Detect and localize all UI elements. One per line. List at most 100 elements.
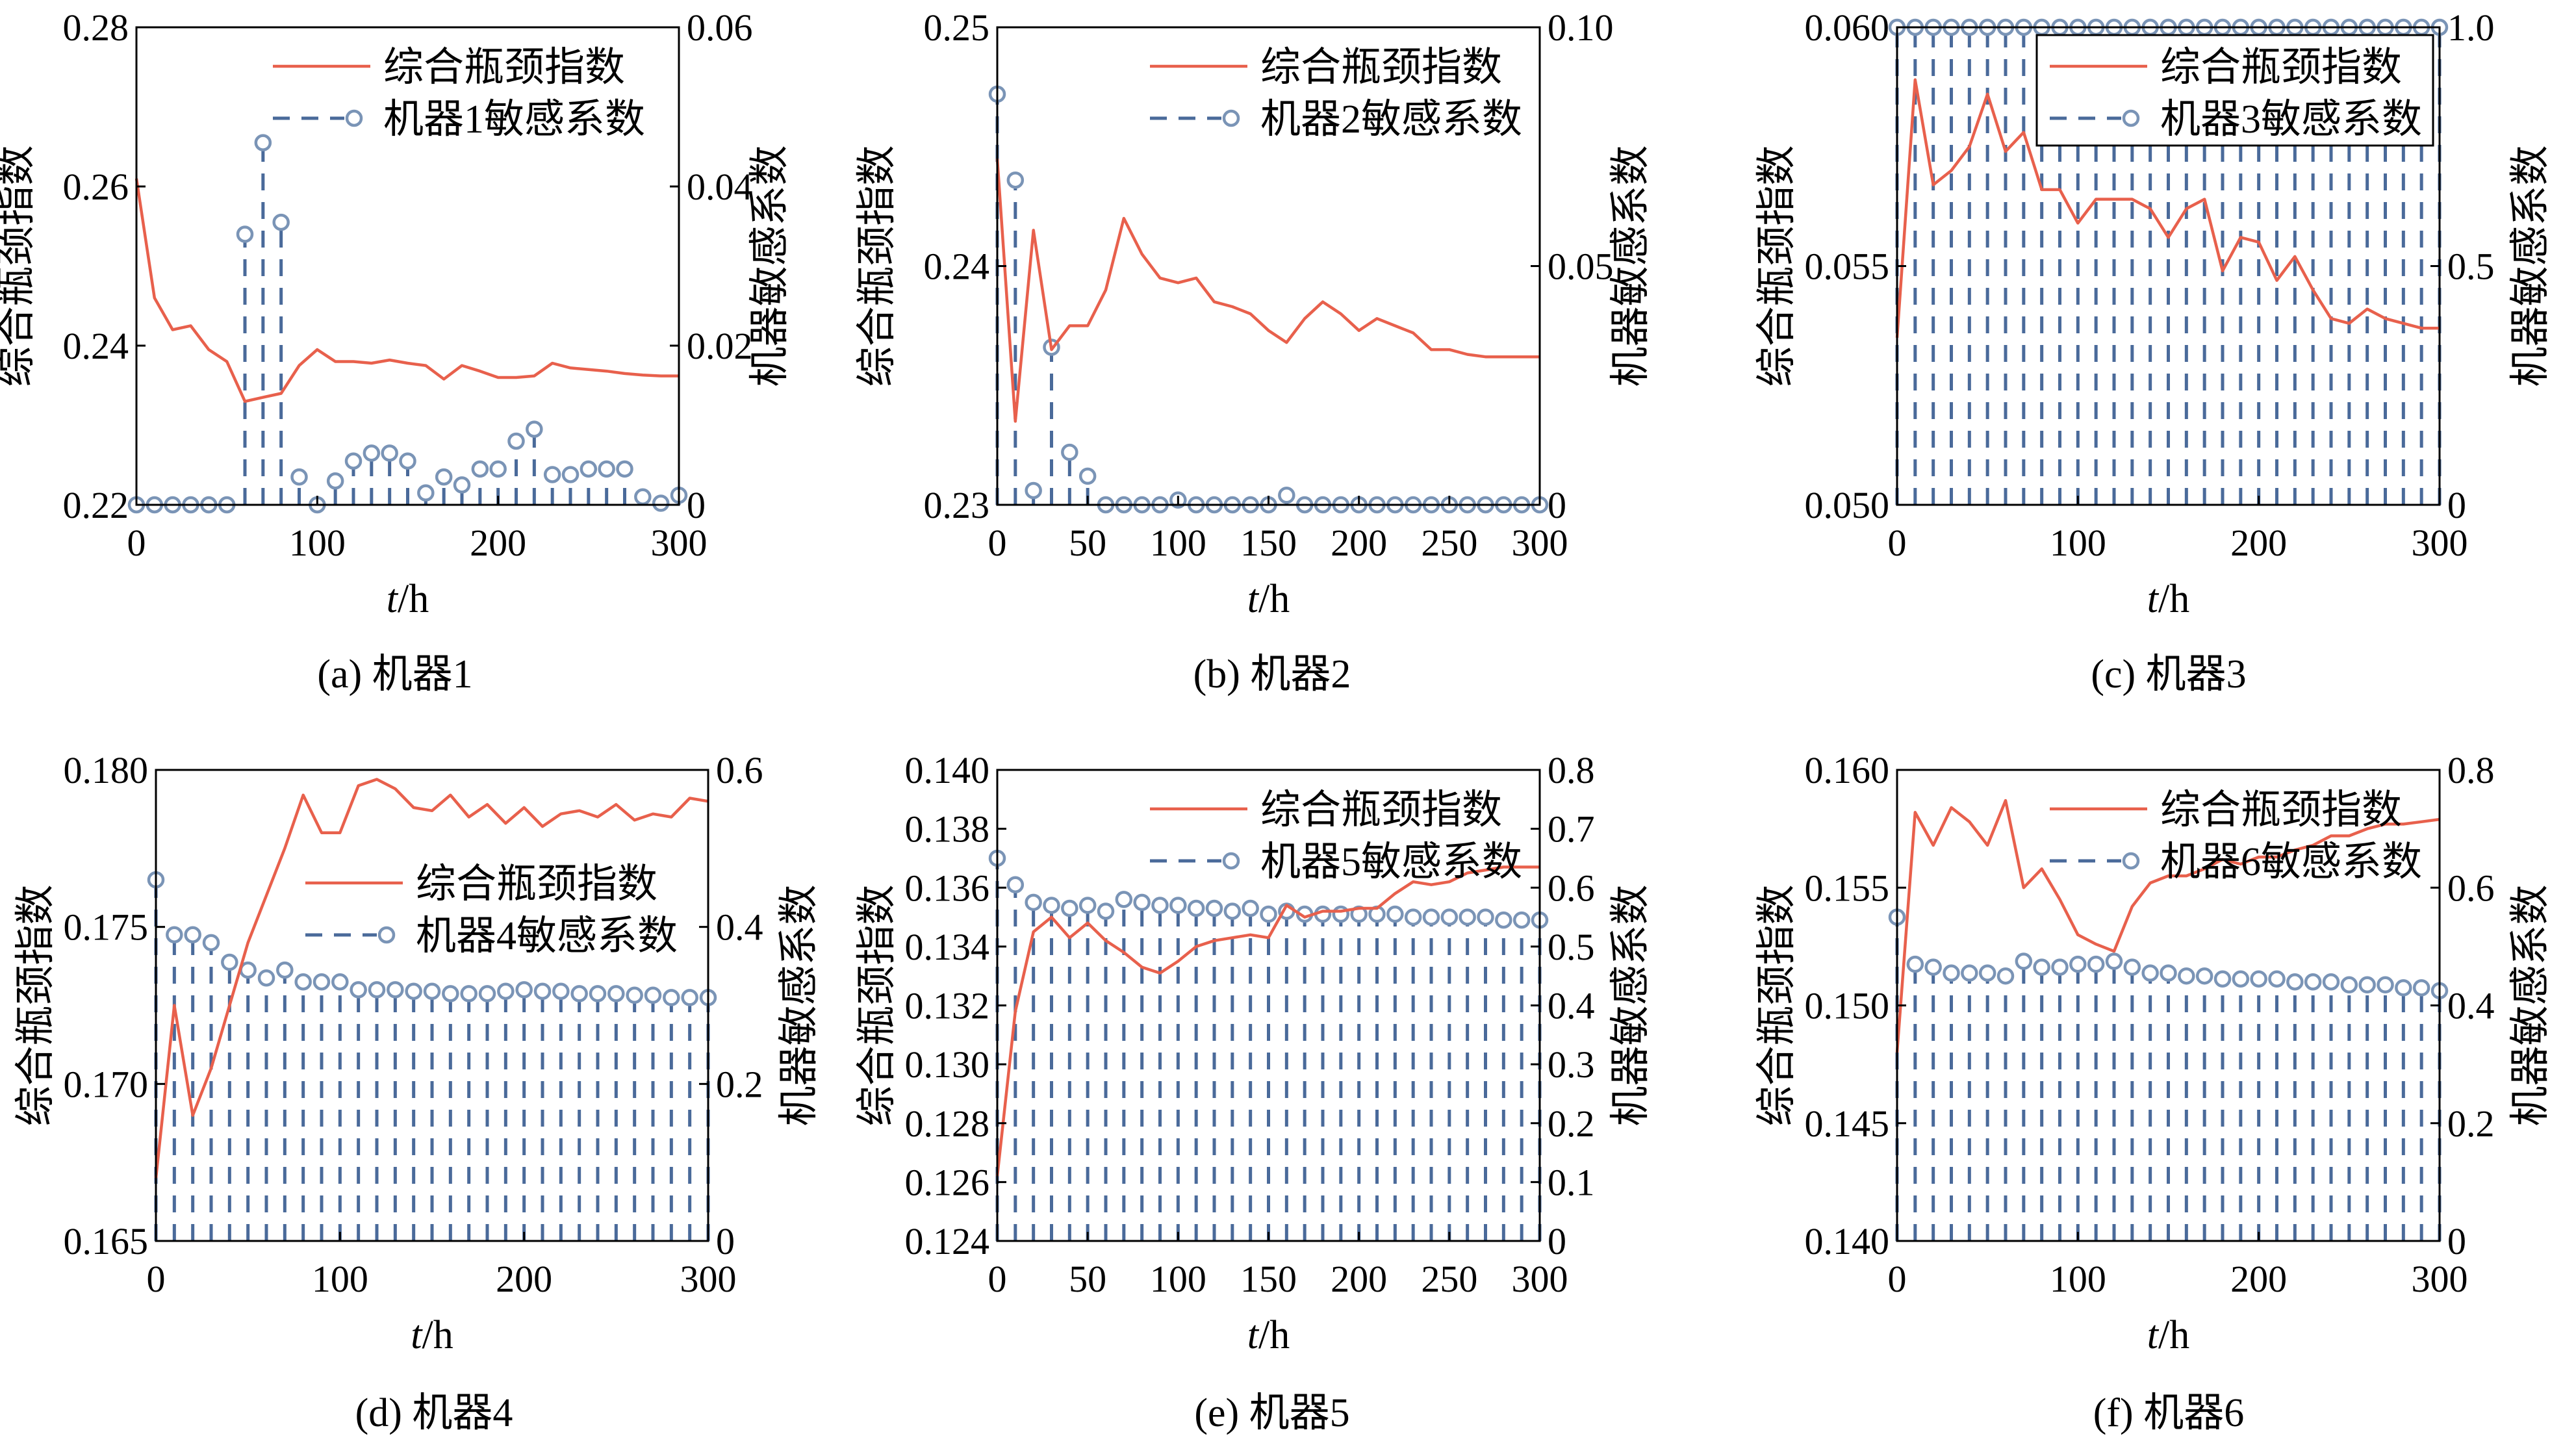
y-right-tick-label: 0.5	[2447, 246, 2495, 288]
stem-marker	[1187, 899, 1205, 917]
x-tick-label: 100	[289, 522, 346, 564]
y-right-axis-label: 机器敏感系数	[1609, 145, 1653, 387]
x-tick-label: 150	[1240, 522, 1297, 564]
x-tick-label: 250	[1421, 522, 1477, 564]
chart-panel-1: 0 100 200 300 0.22 0.24 0.26 0.28 0 0.02 0.04 0.06 t…	[0, 6, 792, 696]
y-right-tick-label: 0	[2447, 484, 2466, 526]
stem-marker	[460, 985, 478, 1003]
x-axis-label-unit: /h	[1258, 1313, 1290, 1357]
y-left-tick-label: 0.128	[905, 1103, 990, 1145]
stem-marker	[626, 986, 643, 1004]
stem-marker	[1078, 897, 1097, 914]
stem-marker	[2178, 967, 2195, 985]
x-tick-label: 0	[1888, 1258, 1907, 1300]
legend-stem-marker	[345, 109, 363, 127]
stem-marker	[2033, 958, 2050, 976]
stem-marker	[478, 985, 496, 1003]
legend-stem-label: 机器4敏感系数	[416, 914, 678, 958]
legend-stem-marker	[377, 926, 396, 944]
x-axis-label-unit: /h	[2158, 1313, 2189, 1357]
stem-marker	[1459, 908, 1476, 926]
legend-stem-marker	[2122, 852, 2140, 870]
x-tick-label: 150	[1240, 1258, 1297, 1300]
x-tick-label: 100	[1150, 522, 1206, 564]
stem-marker	[1422, 908, 1440, 926]
bottleneck-index-line	[1895, 78, 2440, 338]
x-axis-label-var: t	[1247, 1313, 1260, 1357]
stem-marker	[526, 420, 543, 438]
y-right-tick-label: 0.6	[716, 749, 763, 791]
stem-marker	[1512, 911, 1531, 929]
y-left-tick-label: 0.175	[64, 906, 149, 949]
x-axis-label: t/h	[411, 1313, 453, 1357]
stem-marker	[607, 985, 625, 1003]
y-right-tick-label: 0.10	[1548, 6, 1614, 49]
stem-marker	[312, 973, 331, 991]
stem-marker	[2051, 958, 2069, 976]
stem-marker	[387, 981, 404, 999]
stem-marker	[290, 468, 308, 486]
y-right-tick-label: 0.8	[2447, 749, 2495, 791]
stem-marker	[1078, 467, 1097, 485]
stem-marker	[399, 452, 416, 470]
stem-marker	[2286, 973, 2304, 991]
y-right-axis-label: 机器敏感系数	[1609, 884, 1653, 1126]
x-tick-label: 100	[312, 1258, 368, 1300]
x-tick-label: 200	[470, 522, 526, 564]
stem-marker	[294, 973, 312, 991]
x-tick-label: 100	[1150, 1258, 1206, 1300]
stem-marker	[1169, 897, 1187, 914]
y-right-tick-label: 0.02	[687, 325, 753, 367]
y-right-tick-label: 0.6	[1548, 867, 1595, 909]
x-tick-label: 0	[988, 1258, 1007, 1300]
x-tick-label: 300	[2412, 1258, 2468, 1300]
y-right-tick-label: 0.2	[1548, 1103, 1595, 1145]
stem-marker	[580, 460, 598, 478]
legend-stem-marker	[1222, 852, 1240, 870]
stem-marker	[1260, 905, 1277, 923]
chart-panel-3: 0 100 200 300 0.050 0.055 0.060 0 0.5 1.0 t/h 综合瓶颈指…	[1755, 6, 2553, 696]
stem-marker	[552, 982, 570, 1000]
stem-marker	[344, 452, 363, 470]
plot-area-frame	[135, 26, 680, 506]
x-tick-label: 50	[1069, 1258, 1106, 1300]
stem-marker	[1025, 481, 1042, 500]
stem-marker	[2213, 970, 2232, 988]
x-axis-label: t/h	[1247, 1313, 1290, 1357]
y-left-tick-label: 0.22	[63, 484, 129, 526]
y-left-tick-label: 0.170	[64, 1063, 149, 1105]
x-axis-label-var: t	[2147, 1313, 2160, 1357]
y-left-tick-label: 0.136	[905, 867, 990, 909]
x-tick-label: 0	[1888, 522, 1907, 564]
stem-marker	[442, 985, 459, 1003]
legend-line-label: 综合瓶颈指数	[2160, 45, 2402, 90]
stem-marker	[2069, 955, 2087, 973]
bottleneck-index-line	[995, 158, 1540, 423]
stem-marker	[405, 982, 422, 1000]
stem-marker	[254, 134, 272, 151]
y-left-tick-label: 0.138	[905, 808, 990, 850]
legend-line-label: 综合瓶颈指数	[1260, 45, 1502, 90]
stem-marker	[515, 981, 533, 999]
y-right-tick-label: 0.04	[687, 166, 753, 208]
stem-marker	[1097, 902, 1115, 920]
stem-marker	[221, 953, 238, 971]
stem-marker	[184, 926, 201, 943]
stem-marker	[2232, 970, 2250, 988]
stem-marker	[507, 432, 525, 450]
stem-marker	[1924, 958, 1942, 976]
y-right-tick-label: 0.3	[1548, 1043, 1595, 1086]
x-axis-label: t/h	[1247, 577, 1290, 621]
stem-marker	[471, 460, 489, 478]
bottleneck-index-line	[154, 778, 709, 1179]
y-left-tick-label: 0.160	[1805, 749, 1890, 791]
x-tick-label: 250	[1421, 1258, 1477, 1300]
stem-marker	[1996, 967, 2015, 985]
x-axis-label-var: t	[387, 577, 399, 621]
stem-series	[988, 85, 1549, 514]
stem-marker	[681, 989, 698, 1006]
